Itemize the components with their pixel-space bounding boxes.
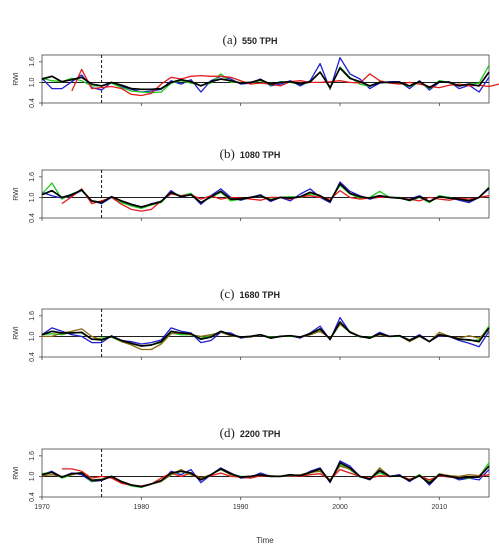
panel-name: 550 TPH: [242, 36, 278, 46]
x-axis-title: Time: [256, 536, 274, 545]
y-axis-label: RWI: [13, 326, 20, 340]
x-tick-label: 2000: [332, 504, 348, 511]
series-line-4: [41, 182, 490, 208]
y-tick-label: 0.4: [29, 492, 36, 502]
panel-name: 1680 TPH: [239, 290, 280, 300]
y-axis-label: RWI: [13, 72, 20, 86]
chart-panel-a: (a) 550 TPH 0.4 1.0 1.6 RWI: [13, 32, 499, 108]
series-line-3: [71, 68, 499, 97]
series-line-4: [41, 67, 490, 91]
x-tick-label: 1990: [233, 504, 249, 511]
panel-title: (d) 2200 TPH: [220, 425, 281, 440]
panel-letter: (c): [220, 286, 234, 301]
series-line-5: [41, 461, 490, 488]
chart-panel-b: (b) 1080 TPH 0.4 1.0 1.6 RWI: [13, 146, 490, 223]
y-tick-label: 1.0: [29, 77, 36, 87]
plot-frame: [41, 308, 490, 358]
y-tick-label: 1.0: [29, 192, 36, 202]
plot-frame: [41, 448, 490, 498]
x-tick-label: 2010: [432, 504, 448, 511]
x-tick-label: 1970: [34, 504, 50, 511]
y-tick-label: 0.4: [29, 98, 36, 108]
panel-letter: (d): [220, 425, 235, 440]
y-tick-label: 1.6: [29, 57, 36, 67]
series-line-3: [61, 188, 490, 212]
y-axis-label: RWI: [13, 466, 20, 480]
panel-title: (b) 1080 TPH: [220, 146, 281, 161]
chart-panels: (a) 550 TPH 0.4 1.0 1.6 RWI (b) 1080 TPH 0.4 1.0 1…: [13, 32, 499, 511]
panel-name: 1080 TPH: [240, 150, 281, 160]
panel-title: (c) 1680 TPH: [220, 286, 280, 301]
y-tick-label: 1.6: [29, 172, 36, 182]
chart-panel-c: (c) 1680 TPH 0.4 1.0 1.6 RWI: [13, 286, 490, 362]
chart-panel-d: (d) 2200 TPH 0.4 1.0 1.6 RWI: [13, 425, 490, 502]
panel-name: 2200 TPH: [240, 429, 281, 439]
y-tick-label: 0.4: [29, 213, 36, 223]
y-tick-label: 1.0: [29, 331, 36, 341]
y-tick-label: 1.0: [29, 471, 36, 481]
panel-title: (a) 550 TPH: [223, 32, 278, 47]
y-tick-label: 1.6: [29, 451, 36, 461]
y-tick-label: 1.6: [29, 311, 36, 321]
panel-letter: (b): [220, 146, 235, 161]
y-axis-label: RWI: [13, 187, 20, 201]
series-line-4: [41, 321, 490, 347]
x-tick-label: 1980: [134, 504, 150, 511]
y-tick-label: 0.4: [29, 352, 36, 362]
panel-letter: (a): [223, 32, 237, 47]
